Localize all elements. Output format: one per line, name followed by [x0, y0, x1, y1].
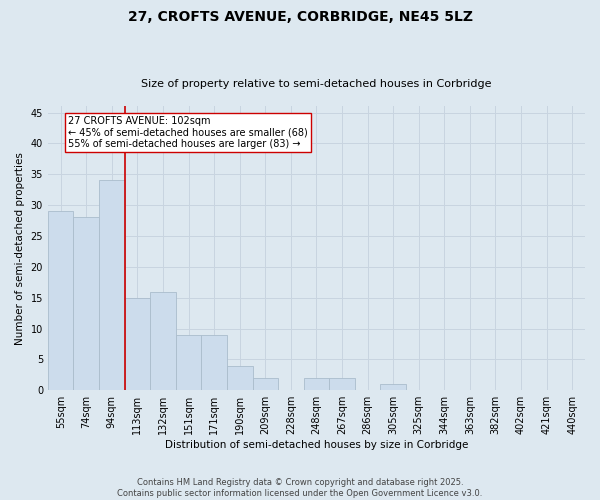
Text: 27, CROFTS AVENUE, CORBRIDGE, NE45 5LZ: 27, CROFTS AVENUE, CORBRIDGE, NE45 5LZ — [128, 10, 473, 24]
Bar — [380, 384, 406, 390]
Bar — [176, 334, 202, 390]
Bar — [253, 378, 278, 390]
Text: Contains HM Land Registry data © Crown copyright and database right 2025.
Contai: Contains HM Land Registry data © Crown c… — [118, 478, 482, 498]
Y-axis label: Number of semi-detached properties: Number of semi-detached properties — [15, 152, 25, 345]
Bar — [48, 212, 73, 390]
Bar — [227, 366, 253, 390]
X-axis label: Distribution of semi-detached houses by size in Corbridge: Distribution of semi-detached houses by … — [165, 440, 468, 450]
Bar — [202, 334, 227, 390]
Bar — [99, 180, 125, 390]
Title: Size of property relative to semi-detached houses in Corbridge: Size of property relative to semi-detach… — [141, 79, 492, 89]
Bar — [304, 378, 329, 390]
Bar — [73, 218, 99, 390]
Text: 27 CROFTS AVENUE: 102sqm
← 45% of semi-detached houses are smaller (68)
55% of s: 27 CROFTS AVENUE: 102sqm ← 45% of semi-d… — [68, 116, 308, 149]
Bar — [125, 298, 150, 390]
Bar — [150, 292, 176, 390]
Bar — [329, 378, 355, 390]
